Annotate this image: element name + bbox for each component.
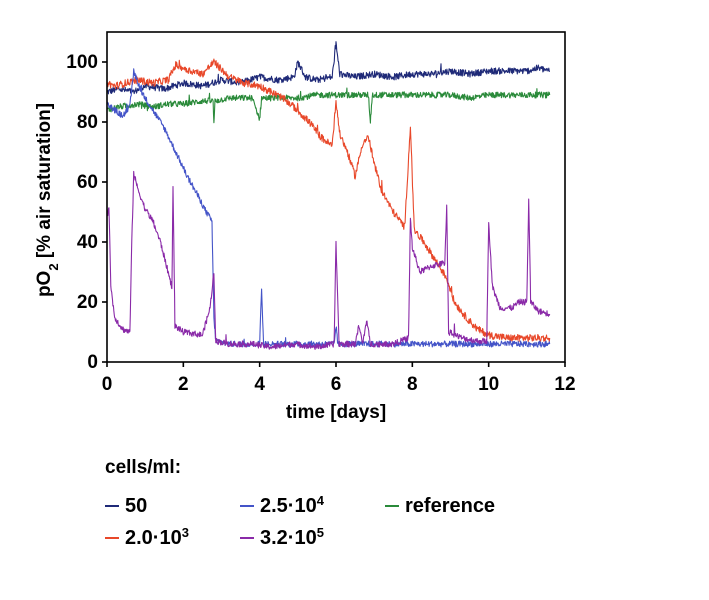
svg-text:pO2 [% air saturation]: pO2 [% air saturation] <box>34 103 61 297</box>
plot-area <box>106 41 551 350</box>
x-axis-title: time [days] <box>286 402 386 423</box>
series-line <box>106 41 551 95</box>
y-tick-label: 80 <box>77 112 98 133</box>
series-line <box>106 58 551 343</box>
legend-label: 2.0·103 <box>125 525 189 550</box>
x-tick-label: 10 <box>478 374 499 395</box>
y-axis-title-pre: pO <box>34 271 55 297</box>
y-axis-title-post: [% air saturation] <box>34 103 55 263</box>
x-tick-label: 2 <box>178 374 189 395</box>
series-line <box>106 170 551 350</box>
series-line <box>106 87 551 124</box>
y-tick-label: 60 <box>77 172 98 193</box>
y-tick-label: 20 <box>77 292 98 313</box>
legend-title: cells/ml: <box>105 457 181 478</box>
y-axis-title: pO2 [% air saturation] <box>34 103 61 297</box>
y-axis-title-sub: 2 <box>46 263 61 270</box>
legend-label: 3.2·105 <box>260 525 324 550</box>
y-tick-label: 0 <box>87 352 98 373</box>
y-tick-label: 100 <box>66 52 98 73</box>
y-tick-label: 40 <box>77 232 98 253</box>
legend-label: 50 <box>125 495 147 517</box>
legend: 50 2.5·104 reference 2.0·103 3.2·105 <box>105 493 495 550</box>
axes: 0 20 40 60 80 100 0 2 4 6 8 10 12 <box>66 31 576 395</box>
legend-label: reference <box>405 495 495 517</box>
plot-frame <box>106 31 566 363</box>
x-tick-label: 8 <box>407 374 418 395</box>
x-tick-label: 12 <box>554 374 575 395</box>
x-tick-label: 6 <box>331 374 342 395</box>
x-tick-label: 4 <box>254 374 265 395</box>
legend-label: 2.5·104 <box>260 493 325 518</box>
x-tick-label: 0 <box>102 374 113 395</box>
